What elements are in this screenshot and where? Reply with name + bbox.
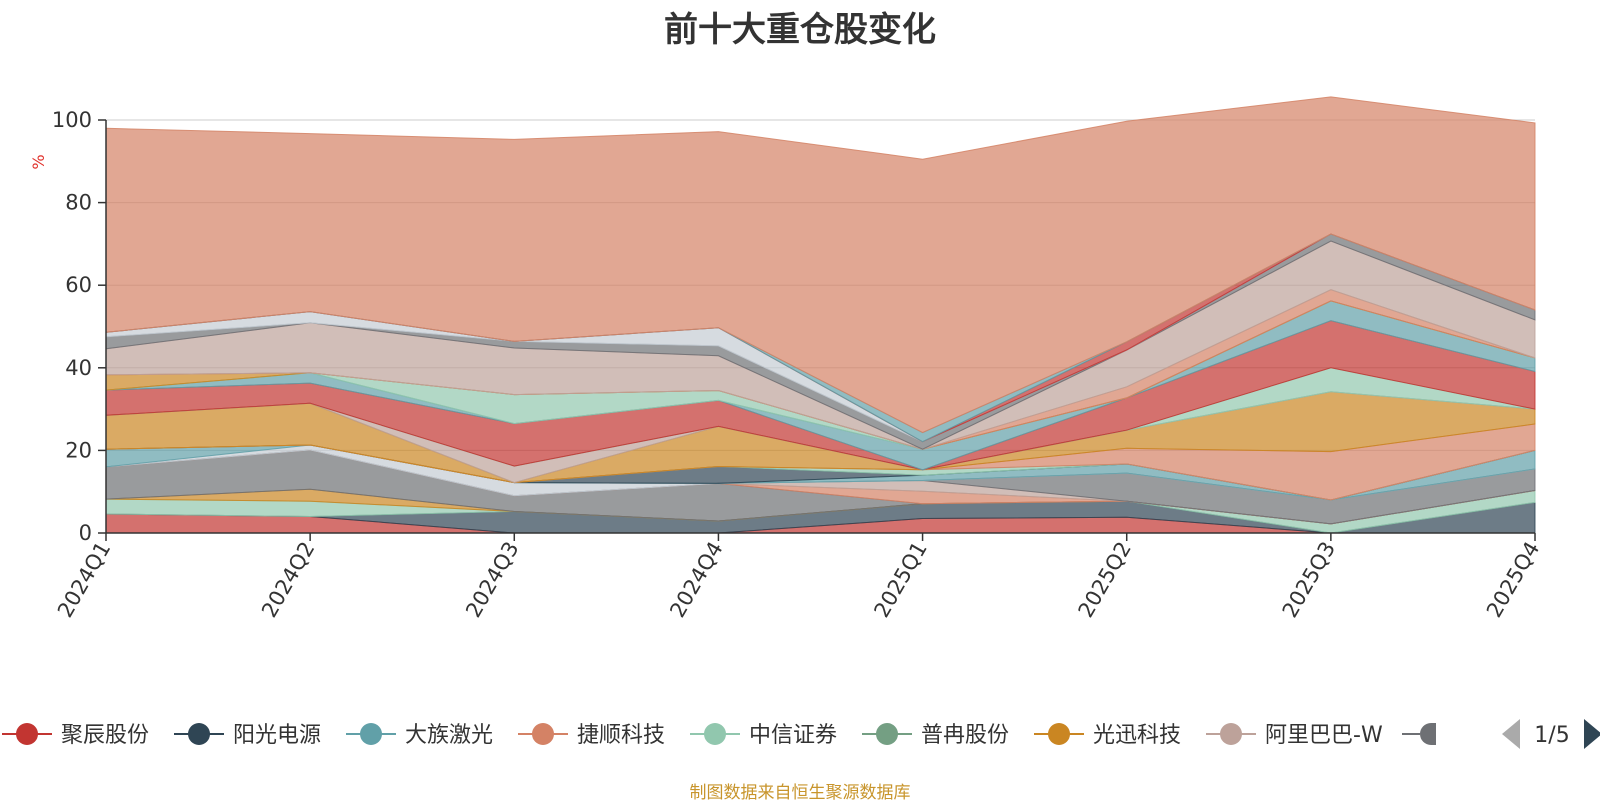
axes [105, 120, 1535, 534]
legend-item[interactable]: 中信证券 [690, 723, 837, 748]
legend-marker [16, 723, 38, 745]
legend-label: 普冉股份 [921, 723, 1009, 748]
legend-label: 阿里巴巴-W [1265, 723, 1383, 748]
legend-marker [188, 723, 210, 745]
legend-marker [1048, 723, 1070, 745]
legend-marker [1220, 723, 1242, 745]
legend: 聚辰股份 阳光电源 大族激光 捷顺科技 中信证券 普冉股份 光迅科技 阿里巴巴-W 1/5 [2, 719, 1600, 749]
legend-item[interactable]: 普冉股份 [862, 723, 1009, 748]
chart-title: 前十大重仓股变化 [664, 10, 936, 50]
area-series-L27 [105, 96, 1536, 434]
legend-label: 中信证券 [749, 723, 837, 748]
legend-marker [876, 723, 898, 745]
y-tick-label: 40 [65, 356, 92, 380]
x-tick-label: 2024Q4 [665, 538, 727, 622]
legend-item[interactable]: 光迅科技 [1034, 723, 1181, 748]
legend-item[interactable] [1402, 723, 1436, 745]
legend-label: 大族激光 [405, 723, 493, 748]
x-tick-label: 2024Q2 [257, 538, 319, 622]
source-note: 制图数据来自恒生聚源数据库 [689, 783, 911, 803]
y-tick-label: 60 [65, 273, 92, 297]
legend-item[interactable]: 大族激光 [346, 723, 493, 748]
x-tick-label: 2025Q4 [1482, 538, 1544, 622]
legend-marker [704, 723, 726, 745]
legend-label: 光迅科技 [1093, 723, 1181, 748]
y-tick-label: 100 [52, 108, 92, 132]
legend-item[interactable]: 聚辰股份 [2, 723, 149, 748]
y-axis-label: % [29, 154, 48, 169]
legend-page-indicator: 1/5 [1534, 723, 1569, 748]
area-series-group [105, 96, 1536, 534]
y-tick-label: 80 [65, 191, 92, 215]
legend-prev-icon[interactable] [1502, 719, 1520, 749]
y-tick-label: 0 [79, 521, 92, 545]
y-tick-label: 20 [65, 438, 92, 462]
x-tick-label: 2024Q3 [461, 538, 523, 622]
legend-items: 聚辰股份 阳光电源 大族激光 捷顺科技 中信证券 普冉股份 光迅科技 阿里巴巴-W [2, 723, 1436, 748]
legend-marker [532, 723, 554, 745]
legend-label: 捷顺科技 [577, 723, 665, 748]
y-axis-ticks: 0 20 40 60 80 100 [52, 108, 106, 545]
legend-pager: 1/5 [1502, 719, 1600, 749]
x-tick-label: 2024Q1 [53, 538, 115, 622]
legend-item[interactable]: 阳光电源 [174, 723, 321, 748]
legend-label: 阳光电源 [233, 723, 321, 748]
x-tick-label: 2025Q3 [1278, 538, 1340, 622]
x-tick-label: 2025Q2 [1074, 538, 1136, 622]
legend-marker [1420, 723, 1436, 745]
x-tick-label: 2025Q1 [869, 538, 931, 622]
legend-next-icon[interactable] [1584, 719, 1600, 749]
legend-item[interactable]: 捷顺科技 [518, 723, 665, 748]
legend-label: 聚辰股份 [61, 723, 149, 748]
x-axis-ticks: 2024Q1 2024Q2 2024Q3 2024Q4 2025Q1 2025Q2 2025… [53, 533, 1544, 622]
legend-item[interactable]: 阿里巴巴-W [1206, 723, 1383, 748]
legend-marker [360, 723, 382, 745]
